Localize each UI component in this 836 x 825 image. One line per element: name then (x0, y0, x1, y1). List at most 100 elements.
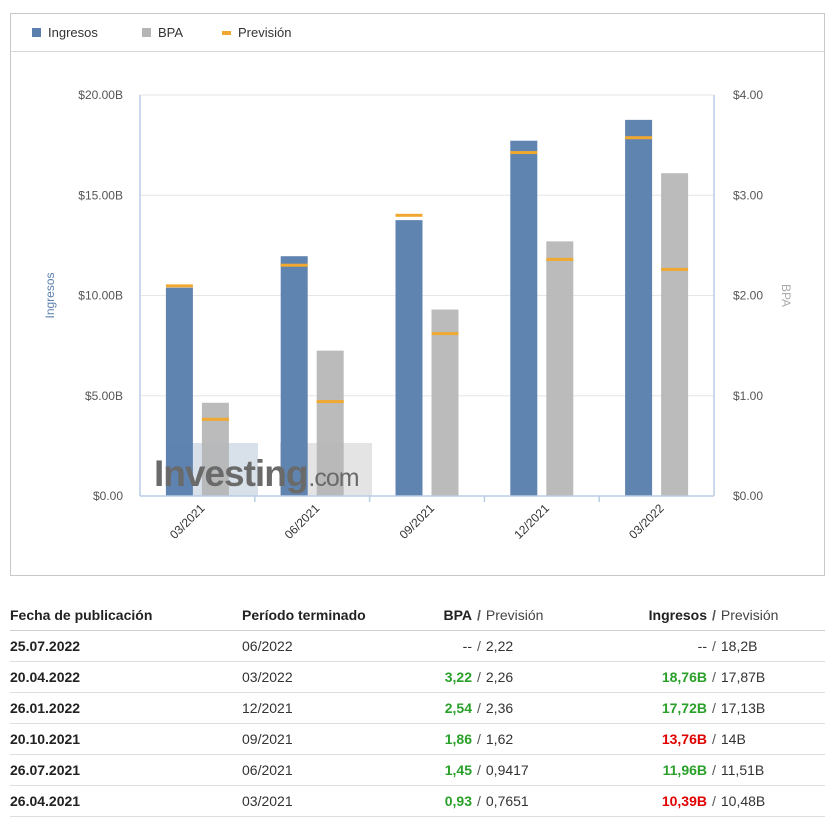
bpa-cell: 3,22 /2,26 (392, 661, 592, 693)
ingresos-forecast-marker (395, 213, 423, 217)
bpa-forecast: 2,26 (485, 669, 514, 685)
bpa-cell: 1,86 /1,62 (392, 723, 592, 755)
bpa-actual: -- (462, 638, 472, 654)
bpa-actual: 3,22 (444, 669, 472, 685)
ingresos-cell: 11,96B /11,51B (592, 754, 825, 786)
ingresos-forecast: 17,13B (720, 700, 766, 716)
earnings-chart: Investing.com $0.00 $0.00 $5.00B $1.00 $10.0… (43, 88, 793, 542)
legend-item-ingresos[interactable]: Ingresos (32, 25, 98, 40)
ingresos-actual: 13,76B (661, 731, 707, 747)
header-period[interactable]: Período terminado (242, 600, 392, 631)
bpa-cell: -- /2,22 (392, 630, 592, 662)
period-ended: 12/2021 (242, 692, 392, 724)
ingresos-actual: 10,39B (661, 793, 707, 809)
bpa-forecast: 1,62 (485, 731, 514, 747)
bpa-forecast-marker (431, 332, 459, 336)
ingresos-bar (280, 256, 308, 496)
ingresos-cell: 18,76B /17,87B (592, 661, 825, 693)
ingresos-bar (165, 287, 193, 496)
bpa-separator: / (477, 793, 481, 809)
period-ended: 06/2021 (242, 754, 392, 786)
table-row: 20.10.2021 09/2021 1,86/1,62 13,76B/14B (10, 723, 825, 755)
bpa-separator: / (477, 731, 481, 747)
bpa-cell: 0,93 /0,7651 (392, 785, 592, 817)
release-date: 20.10.2021 (10, 723, 242, 755)
bpa-bar (661, 173, 689, 496)
ingresos-separator: / (712, 731, 716, 747)
header-ingresos-forecast[interactable]: Previsión (720, 607, 779, 623)
header-bpa[interactable]: BPA (443, 607, 472, 623)
ingresos-forecast: 11,51B (720, 762, 765, 778)
bpa-separator: / (477, 638, 481, 654)
table-row: 26.04.2021 03/2021 0,93/0,7651 10,39B/10,48… (10, 785, 825, 817)
bpa-forecast: 0,9417 (485, 762, 529, 778)
bpa-separator: / (477, 700, 481, 716)
ingresos-actual: -- (697, 638, 707, 654)
y-right-tick-label: $4.00 (733, 88, 763, 102)
bpa-forecast: 2,36 (485, 700, 514, 716)
bpa-actual: 2,54 (444, 700, 472, 716)
ingresos-actual: 17,72B (661, 700, 707, 716)
bpa-cell: 1,45 /0,9417 (392, 754, 592, 786)
x-category-label: 03/2021 (167, 501, 208, 542)
y-left-tick-label: $20.00B (78, 88, 123, 102)
bpa-actual: 0,93 (444, 793, 472, 809)
grid-lines (140, 94, 714, 397)
ingresos-cell: 13,76B /14B (592, 723, 825, 755)
header-bpa-sep: / (477, 607, 481, 623)
y-right-tick-label: $1.00 (733, 389, 763, 403)
table-row: 26.07.2021 06/2021 1,45/0,9417 11,96B/11,51… (10, 754, 825, 786)
ingresos-cell: -- /18,2B (592, 630, 825, 662)
y-right-tick-label: $2.00 (733, 289, 763, 303)
table-row: 25.07.2022 06/2022 --/2,22 --/18,2B (10, 630, 825, 662)
header-ingresos[interactable]: Ingresos (648, 607, 707, 623)
watermark: Investing.com (154, 453, 360, 494)
bpa-separator: / (477, 762, 481, 778)
chart-legend: Ingresos BPA Previsión (11, 14, 824, 52)
y-left-tick-label: $15.00B (78, 188, 123, 202)
y-left-tick-label: $0.00 (93, 489, 123, 503)
bpa-actual: 1,86 (444, 731, 472, 747)
y-right-axis-title: BPA (779, 284, 793, 307)
legend-label-prevision: Previsión (238, 25, 292, 40)
earnings-chart-panel: Ingresos BPA Previsión Investing.com $0.… (10, 13, 825, 576)
ingresos-actual: 18,76B (661, 669, 707, 685)
legend-label-ingresos: Ingresos (48, 25, 98, 40)
release-date: 25.07.2022 (10, 630, 242, 662)
ingresos-forecast-marker (165, 284, 193, 288)
table-header-row: Fecha de publicación Período terminado B… (10, 600, 825, 631)
prevision-swatch (222, 30, 231, 35)
ingresos-swatch (32, 28, 41, 38)
period-ended: 03/2021 (242, 785, 392, 817)
bpa-cell: 2,54 /2,36 (392, 692, 592, 724)
period-ended: 09/2021 (242, 723, 392, 755)
ingresos-forecast-marker (280, 263, 308, 267)
y-left-tick-label: $10.00B (78, 289, 123, 303)
ingresos-separator: / (712, 762, 716, 778)
ingresos-forecast: 17,87B (720, 669, 766, 685)
period-ended: 06/2022 (242, 630, 392, 662)
table-row: 26.01.2022 12/2021 2,54 /2,36 17,72B/17,13B (10, 692, 825, 724)
bpa-actual: 1,45 (444, 762, 472, 778)
ingresos-bar (395, 220, 423, 496)
axes (139, 95, 715, 502)
ingresos-bar (625, 119, 653, 496)
legend-item-prevision[interactable]: Previsión (222, 25, 291, 40)
ingresos-cell: 17,72B /17,13B (592, 692, 825, 724)
earnings-table: Fecha de publicación Período terminado B… (10, 600, 825, 817)
x-category-label: 09/2021 (397, 501, 438, 542)
watermark-text: Investing.com (154, 453, 359, 494)
x-category-label: 12/2021 (511, 501, 552, 542)
table-row: 20.04.2022 03/2022 3,22/2,26 18,76B/17,87B (10, 661, 825, 693)
header-bpa-forecast[interactable]: Previsión (485, 607, 544, 623)
release-date: 26.01.2022 (10, 692, 242, 724)
y-left-axis-title: Ingresos (43, 272, 57, 318)
y-right-tick-label: $0.00 (733, 489, 763, 503)
release-date: 26.07.2021 (10, 754, 242, 786)
bpa-bar (316, 350, 344, 496)
header-bpa-group: BPA / Previsión (392, 600, 592, 631)
ingresos-separator: / (712, 669, 716, 685)
header-date[interactable]: Fecha de publicación (10, 600, 242, 631)
x-category-label: 03/2022 (626, 501, 667, 542)
legend-item-bpa[interactable]: BPA (142, 25, 183, 40)
